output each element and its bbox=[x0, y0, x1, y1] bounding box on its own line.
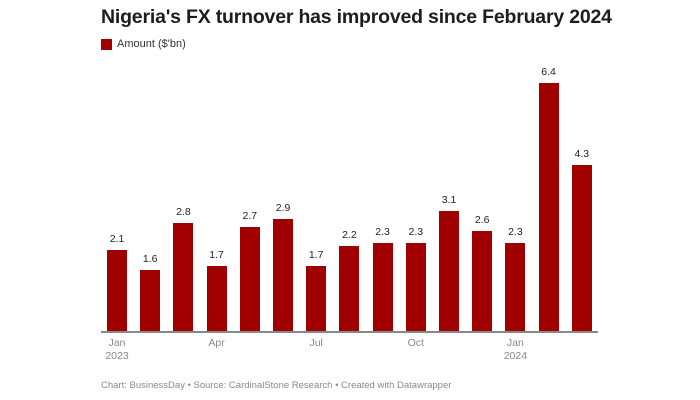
bar bbox=[472, 230, 493, 332]
x-tick-label: Jan 2024 bbox=[503, 337, 528, 362]
bar bbox=[372, 242, 393, 332]
bar-value-label: 1.6 bbox=[142, 252, 158, 265]
bar-value-label: 1.7 bbox=[308, 248, 324, 261]
legend: Amount ($'bn) bbox=[101, 38, 186, 50]
plot-area: 2.1 1.6 2.8 1.7 2.7 2.9 1.7 2.2 2.3 2.3 3.1 2.6 2.3 6… bbox=[101, 60, 598, 332]
bar bbox=[505, 242, 526, 332]
bar-value-label: 2.3 bbox=[375, 225, 390, 238]
bar-value-label: 2.7 bbox=[242, 209, 258, 222]
bar bbox=[538, 83, 559, 332]
bar-value-label: 2.3 bbox=[508, 225, 523, 238]
bar bbox=[173, 223, 194, 332]
legend-swatch bbox=[101, 38, 112, 50]
bar-value-label: 1.7 bbox=[209, 248, 224, 261]
bar bbox=[405, 242, 426, 332]
bar-value-label: 2.6 bbox=[474, 213, 490, 226]
chart-title: Nigeria's FX turnover has improved since… bbox=[101, 6, 612, 28]
bar bbox=[571, 164, 592, 332]
x-tick-label: Jan 2023 bbox=[105, 337, 129, 362]
bar bbox=[439, 211, 459, 332]
bar bbox=[206, 265, 227, 332]
bar-value-label: 2.2 bbox=[342, 229, 357, 242]
x-tick-label: Oct bbox=[407, 337, 424, 349]
bar-value-label: 2.1 bbox=[109, 233, 125, 246]
chart-footer: Chart: BusinessDay • Source: CardinalSto… bbox=[101, 380, 452, 391]
bar bbox=[306, 265, 327, 332]
bar-value-label: 2.3 bbox=[408, 225, 424, 238]
bar bbox=[107, 250, 127, 332]
bar-value-label: 6.4 bbox=[541, 66, 556, 79]
bar-value-label: 2.8 bbox=[176, 206, 191, 219]
bar-value-label: 3.1 bbox=[441, 194, 457, 207]
bar bbox=[140, 269, 161, 332]
bar bbox=[239, 226, 260, 332]
x-tick-label: Jul bbox=[309, 337, 323, 349]
x-axis-baseline bbox=[101, 331, 598, 333]
bar-value-label: 4.3 bbox=[574, 147, 590, 160]
bar bbox=[273, 219, 293, 332]
bar bbox=[339, 246, 360, 332]
legend-label: Amount ($'bn) bbox=[117, 38, 186, 50]
bar-value-label: 2.9 bbox=[275, 202, 291, 215]
x-tick-label: Apr bbox=[208, 337, 225, 349]
